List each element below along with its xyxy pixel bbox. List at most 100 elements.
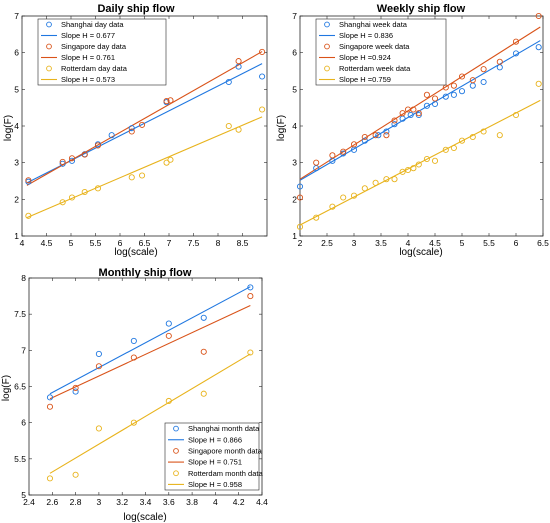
data-point-yellow [138, 172, 146, 179]
y-tick-label: 4 [292, 121, 297, 131]
x-axis-label: log(scale) [114, 247, 157, 258]
legend-label: Slope H = 0.958 [188, 480, 242, 489]
x-tick-label: 6.5 [537, 238, 549, 248]
data-point-yellow [46, 475, 54, 482]
data-point-red [480, 66, 487, 73]
legend-label: Slope H =0.759 [339, 75, 391, 84]
data-point-yellow [94, 185, 101, 192]
data-point-red [372, 132, 379, 139]
x-tick-label: 3 [352, 238, 357, 248]
data-point-red [415, 110, 422, 117]
x-axis-label: log(scale) [399, 247, 442, 258]
data-point-yellow [167, 156, 174, 163]
data-point-blue [375, 132, 382, 139]
x-tick-label: 4.4 [256, 497, 268, 507]
legend-label: Rotterdam week data [339, 64, 411, 73]
y-axis-label: log(F) [3, 115, 14, 141]
x-tick-label: 3 [97, 497, 102, 507]
data-point-yellow [200, 390, 207, 397]
data-point-yellow [165, 397, 172, 405]
data-point-blue [423, 102, 430, 109]
x-tick-label: 5 [69, 238, 74, 248]
data-point-red [200, 348, 207, 355]
fit-line-yellow [26, 116, 263, 219]
daily-ship-flow-chart: Daily ship flow log(scale) log(F) 4 4.5 5 5… [3, 3, 268, 258]
data-point-blue [130, 337, 137, 344]
fit-line-blue [299, 40, 541, 181]
x-tick-label: 6.5 [139, 238, 151, 248]
legend-box [164, 422, 260, 491]
y-tick-label: 5 [14, 84, 19, 94]
data-point-blue [259, 73, 266, 80]
data-point-yellow [496, 132, 503, 139]
x-tick-label: 2.8 [70, 497, 82, 507]
fit-line-yellow [49, 353, 251, 474]
y-tick-label: 2 [14, 194, 19, 204]
monthly-ship-flow-chart: Monthly ship flow log(scale) log(F) 2.4 2… [1, 267, 268, 523]
legend-label: Slope H = 0.836 [339, 31, 393, 40]
data-point-yellow [81, 188, 88, 196]
data-point-red [72, 384, 79, 391]
y-tick-label: 7 [21, 345, 26, 355]
x-tick-label: 5 [460, 238, 465, 248]
data-point-red [68, 155, 76, 162]
data-point-yellow [95, 425, 102, 432]
data-point-red [423, 91, 430, 98]
data-point-blue [450, 91, 457, 98]
fit-line-red [299, 26, 541, 180]
data-point-blue [72, 388, 79, 395]
data-point-yellow [25, 212, 32, 219]
data-point-red [361, 133, 368, 141]
data-point-red [340, 148, 347, 155]
x-tick-label: 6 [514, 238, 519, 248]
y-tick-label: 1 [14, 231, 19, 241]
legend-label: Shanghai month data [188, 424, 260, 433]
x-tick-label: 8.5 [237, 238, 249, 248]
data-point-red [163, 98, 170, 105]
data-point-yellow [225, 122, 232, 130]
data-point-yellow [423, 155, 430, 163]
data-point-blue [46, 394, 54, 401]
x-tick-label: 2.6 [46, 497, 58, 507]
y-tick-label: 8 [21, 273, 26, 283]
legend-marker [324, 43, 330, 50]
x-tick-label: 5.5 [90, 238, 102, 248]
data-point-blue [165, 320, 172, 327]
y-tick-label: 7 [292, 11, 297, 21]
legend-marker [173, 448, 179, 454]
data-point-red [59, 158, 66, 165]
legend-label: Slope H =0.924 [339, 53, 391, 62]
legend-label: Singapore week data [339, 42, 410, 51]
legend-label: Slope H = 0.751 [188, 458, 242, 467]
data-point-blue [391, 121, 398, 128]
y-tick-label: 1 [292, 231, 297, 241]
data-point-red [399, 110, 406, 117]
data-point-yellow [68, 194, 76, 201]
x-tick-label: 6 [118, 238, 123, 248]
y-tick-label: 5.5 [14, 454, 26, 464]
data-point-red [391, 117, 398, 124]
data-point-yellow [410, 165, 417, 172]
x-tick-label: 3.4 [140, 497, 152, 507]
legend-box [37, 18, 167, 86]
x-tick-label: 4.5 [41, 238, 53, 248]
y-tick-label: 7 [14, 11, 19, 21]
data-point-blue [458, 88, 466, 95]
data-point-blue [247, 284, 254, 291]
chart-title: Daily ship flow [97, 3, 174, 15]
x-tick-label: 3.6 [163, 497, 175, 507]
data-point-yellow [163, 159, 170, 166]
data-point-yellow [399, 168, 406, 175]
data-point-blue [128, 125, 135, 132]
legend-label: Slope H = 0.677 [61, 31, 115, 40]
data-point-red [496, 58, 503, 65]
data-point-yellow [72, 471, 79, 478]
x-tick-label: 3.8 [186, 497, 198, 507]
y-tick-label: 6 [14, 48, 19, 58]
data-point-yellow [404, 166, 412, 174]
legend-marker [324, 65, 330, 72]
y-tick-label: 3 [14, 158, 19, 168]
data-point-yellow [350, 192, 358, 199]
y-axis-label: log(F) [276, 115, 287, 141]
chart-title: Weekly ship flow [377, 3, 466, 15]
